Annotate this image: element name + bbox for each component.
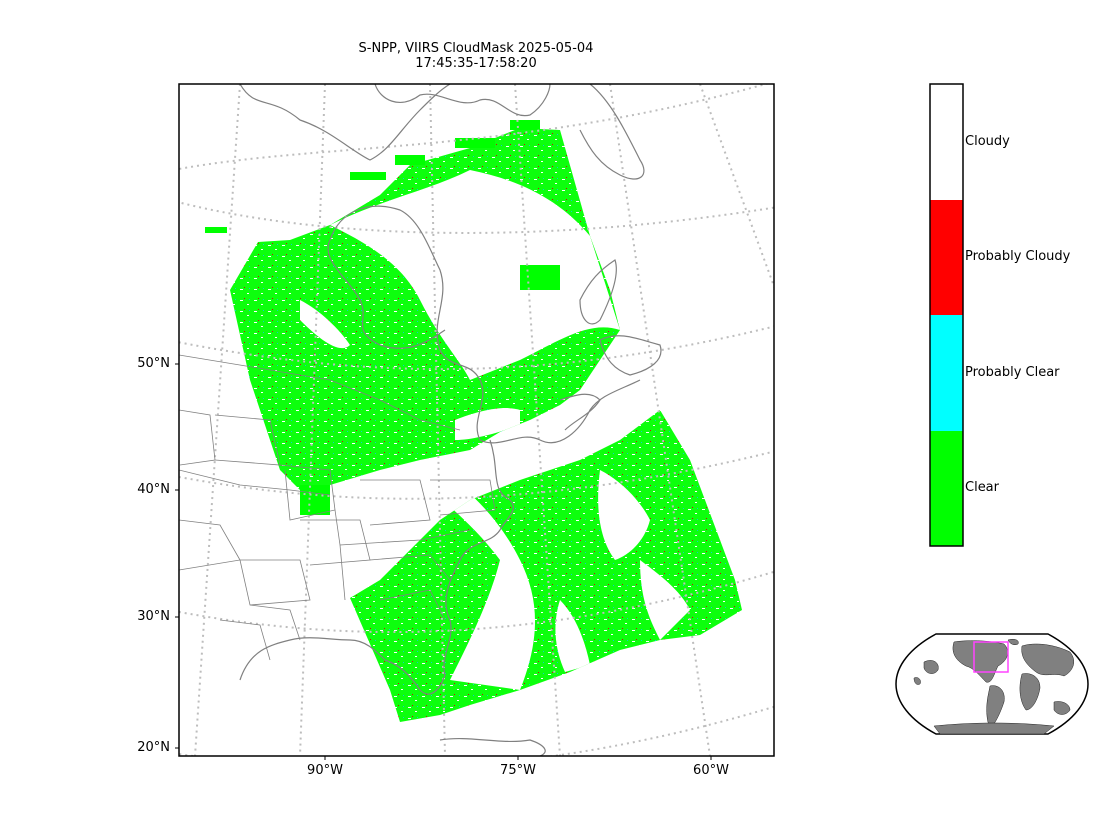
colorbar-segment-probably-clear (930, 315, 963, 431)
colorbar-segment-clear (930, 431, 963, 546)
inset-region-box (973, 641, 1009, 673)
colorbar (929, 83, 964, 547)
lon-label-90w: 90°W (307, 763, 343, 778)
political-borders (179, 354, 496, 661)
lat-label-50n: 50°N (137, 356, 170, 371)
colorbar-label-clear: Clear (965, 480, 999, 495)
colorbar-segment-probably-cloudy (930, 200, 963, 315)
colorbar-label-probably-clear: Probably Clear (965, 365, 1060, 380)
graticule (179, 84, 774, 756)
coastlines (239, 84, 662, 756)
axis-ticks (175, 363, 712, 760)
lat-label-20n: 20°N (137, 740, 170, 755)
colorbar-frame (929, 83, 964, 547)
lon-label-60w: 60°W (693, 763, 729, 778)
map-title-line1: S-NPP, VIIRS CloudMask 2025-05-04 (358, 41, 594, 56)
colorbar-segment-cloudy (930, 84, 963, 200)
lon-label-75w: 75°W (500, 763, 536, 778)
colorbar-label-cloudy: Cloudy (965, 134, 1010, 149)
colorbar-label-probably-cloudy: Probably Cloudy (965, 249, 1071, 264)
map-title-line2: 17:45:35-17:58:20 (415, 56, 537, 71)
lat-label-40n: 40°N (137, 482, 170, 497)
map-frame (178, 83, 775, 757)
world-locator-inset (895, 633, 1089, 735)
lat-label-30n: 30°N (137, 609, 170, 624)
